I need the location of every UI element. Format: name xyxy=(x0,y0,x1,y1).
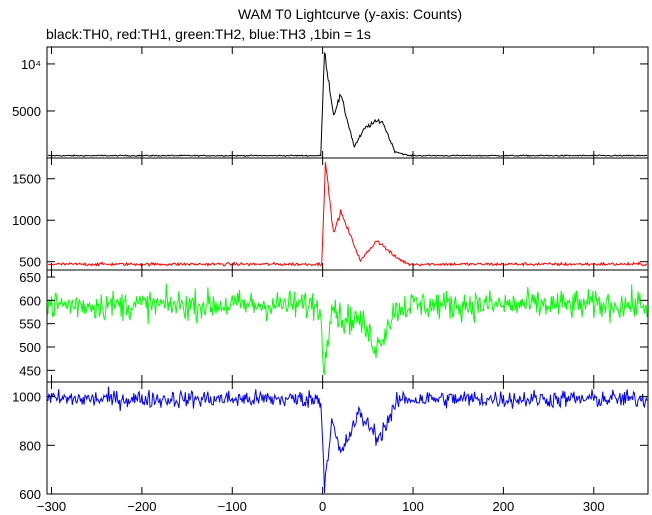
panel-frame xyxy=(46,381,649,495)
y-tick-label: 1000 xyxy=(12,213,41,228)
panel-th3: 600 800 1000 xyxy=(12,381,649,502)
y-tick-label: 800 xyxy=(19,438,41,453)
panel-th2: 450 500 550 600 650 xyxy=(19,269,649,383)
x-tick-label: 0 xyxy=(319,499,326,514)
x-tick-label: −100 xyxy=(218,499,247,514)
chart-subtitle: black:TH0, red:TH1, green:TH2, blue:TH3 … xyxy=(46,26,371,42)
y-tick-label: 1500 xyxy=(12,172,41,187)
x-tick-label: −200 xyxy=(127,499,156,514)
y-tick-label: 10⁴ xyxy=(21,57,41,72)
chart-title: WAM T0 Lightcurve (y-axis: Counts) xyxy=(237,6,463,22)
panel-frame xyxy=(46,269,649,383)
series-line-th3 xyxy=(47,386,648,494)
x-tick-label: 300 xyxy=(583,499,605,514)
y-tick-label: 550 xyxy=(19,317,41,332)
series-line-th1 xyxy=(47,162,648,268)
series-line-th2 xyxy=(47,283,648,375)
y-tick-label: 600 xyxy=(19,293,41,308)
panel-th1: 500 1000 1500 xyxy=(12,157,649,271)
y-tick-label: 5000 xyxy=(12,104,41,119)
panel-frame xyxy=(46,46,649,159)
y-tick-label: 650 xyxy=(19,270,41,285)
x-tick-label: −300 xyxy=(37,499,66,514)
y-tick-label: 600 xyxy=(19,487,41,502)
y-tick-label: 1000 xyxy=(12,390,41,405)
y-tick-label: 500 xyxy=(19,340,41,355)
y-tick-label: 450 xyxy=(19,363,41,378)
y-tick-label: 500 xyxy=(19,255,41,270)
panel-th0: 5000 10⁴ xyxy=(12,46,649,159)
x-tick-label: 100 xyxy=(402,499,424,514)
panel-frame xyxy=(46,157,649,271)
x-tick-label: 200 xyxy=(493,499,515,514)
series-line-th0 xyxy=(47,52,648,158)
